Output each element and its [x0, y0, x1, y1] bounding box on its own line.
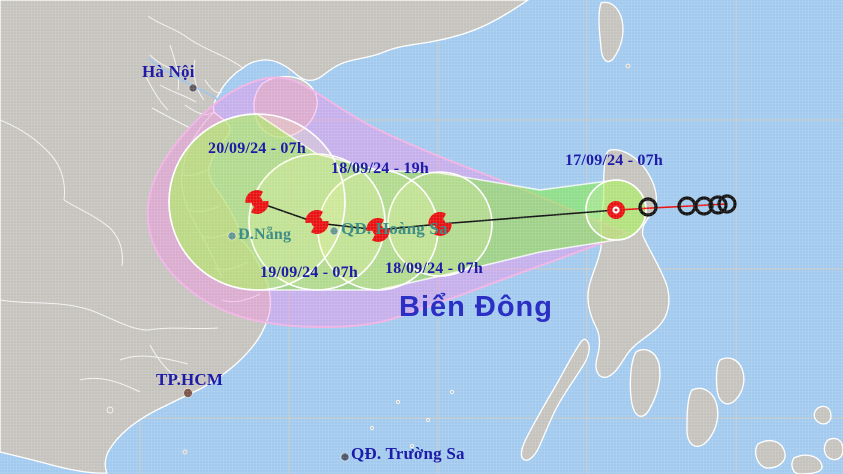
con-dao-island	[182, 449, 188, 455]
reef-speck	[410, 444, 414, 448]
past-position-marker	[638, 197, 658, 217]
place-dots	[183, 83, 350, 462]
label-time-18-09-07h: 18/09/24 - 07h	[385, 260, 483, 277]
small-island	[813, 405, 832, 425]
visayas-island	[823, 437, 843, 461]
past-position-marker	[694, 196, 714, 216]
samar-island	[715, 357, 745, 405]
taiwan-island	[598, 1, 624, 63]
label-time-17-09: 17/09/24 - 07h	[565, 152, 663, 169]
label-hoang-sa: QĐ. Hoàng Sa	[341, 219, 448, 238]
reef-speck	[396, 400, 400, 404]
visayas-island	[791, 454, 823, 474]
label-ha-noi: Hà Nội	[142, 62, 195, 81]
label-bien-dong: Biển Đông	[399, 291, 553, 323]
label-time-19-09: 19/09/24 - 07h	[260, 264, 358, 281]
current-position-marker	[607, 201, 625, 219]
reef-speck	[370, 426, 374, 430]
past-position-marker	[708, 195, 728, 215]
da-nang-dot	[227, 231, 237, 241]
tp-hcm-dot	[183, 388, 193, 398]
truong-sa-dot	[340, 452, 350, 462]
reef-speck	[450, 390, 454, 394]
mindoro-island	[629, 349, 661, 417]
label-da-nang: Đ.Nẵng	[238, 226, 292, 243]
past-position-marker	[717, 194, 737, 214]
label-time-18-09-19h: 18/09/24 - 19h	[331, 160, 429, 177]
label-time-20-09: 20/09/24 - 07h	[208, 140, 306, 157]
panay-island	[686, 387, 719, 447]
hoang-sa-dot	[329, 226, 339, 236]
palawan-island	[520, 338, 590, 461]
small-island	[106, 406, 114, 414]
storm-track	[245, 190, 737, 242]
visayas-island	[754, 439, 786, 469]
island-speck	[625, 63, 631, 69]
ha-noi-dot	[188, 83, 198, 93]
label-tp-hcm: TP.HCM	[156, 370, 224, 389]
label-truong-sa: QĐ. Trường Sa	[351, 444, 465, 463]
reef-speck	[426, 418, 430, 422]
